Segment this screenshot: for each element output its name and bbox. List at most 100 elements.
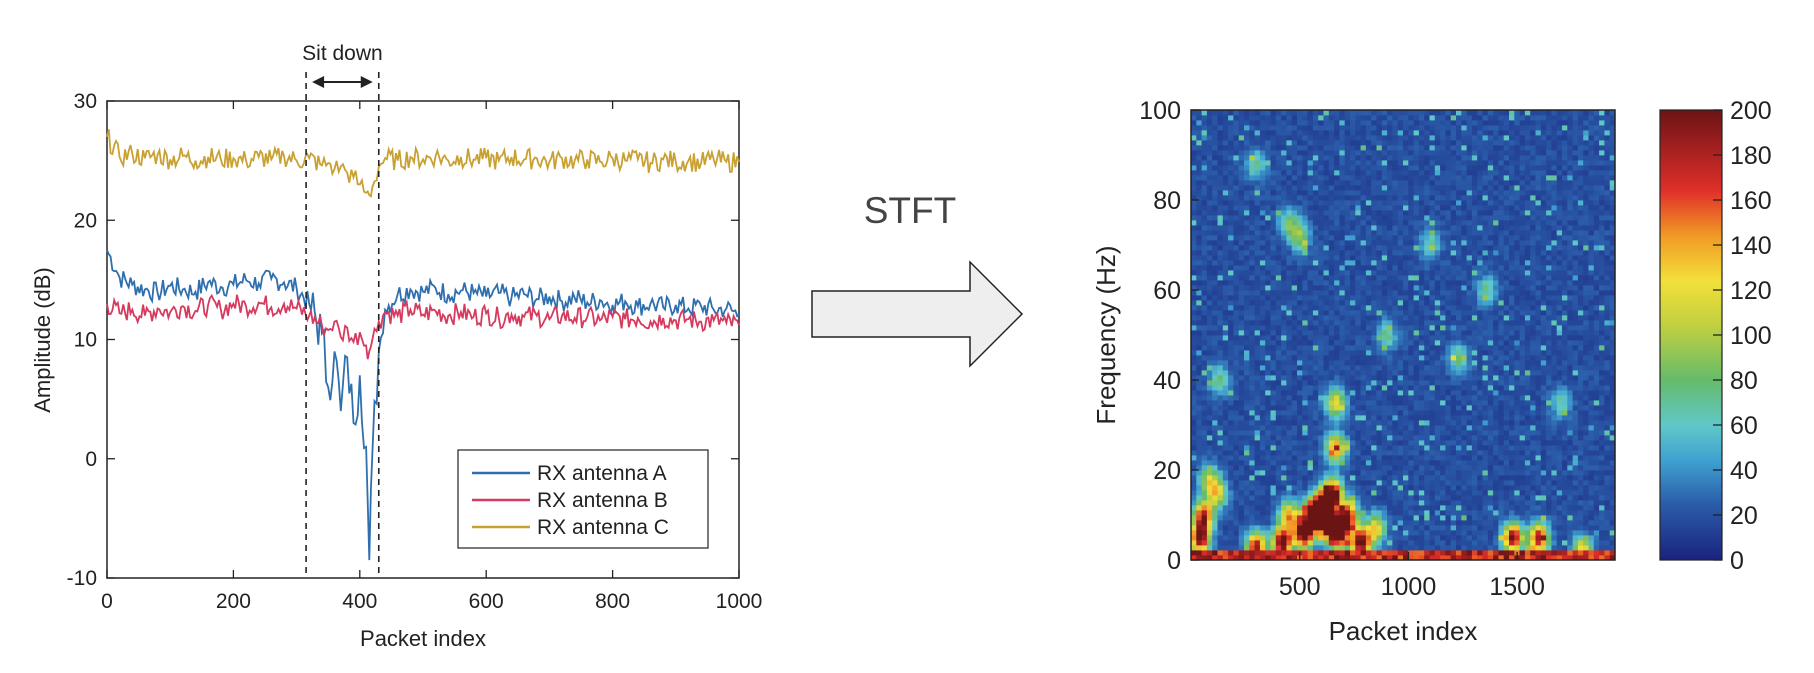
heatmap-cell: [1361, 365, 1367, 370]
heatmap-cell: [1451, 310, 1457, 315]
heatmap-cell: [1567, 360, 1573, 365]
heatmap-cell: [1599, 360, 1605, 365]
heatmap-cell: [1260, 410, 1266, 415]
heatmap-cell: [1202, 485, 1208, 490]
heatmap-cell: [1472, 405, 1478, 410]
heatmap-cell: [1445, 415, 1451, 420]
heatmap-cell: [1297, 390, 1303, 395]
heatmap-cell: [1435, 485, 1441, 490]
heatmap-cell: [1562, 455, 1568, 460]
heatmap-cell: [1520, 285, 1526, 290]
heatmap-cell: [1578, 525, 1584, 530]
heatmap-cell: [1604, 515, 1610, 520]
heatmap-cell: [1541, 295, 1547, 300]
heatmap-cell: [1308, 335, 1314, 340]
heatmap-cell: [1483, 370, 1489, 375]
heatmap-cell: [1355, 445, 1361, 450]
heatmap-cell: [1334, 540, 1340, 545]
heatmap-cell: [1324, 295, 1330, 300]
heatmap-cell: [1440, 465, 1446, 470]
heatmap-cell: [1398, 395, 1404, 400]
heatmap-cell: [1483, 520, 1489, 525]
heatmap-cell: [1382, 425, 1388, 430]
heatmap-cell: [1308, 415, 1314, 420]
heatmap-cell: [1493, 495, 1499, 500]
heatmap-cell: [1445, 420, 1451, 425]
heatmap-cell: [1218, 490, 1224, 495]
heatmap-cell: [1249, 335, 1255, 340]
heatmap-cell: [1334, 360, 1340, 365]
heatmap-cell: [1493, 350, 1499, 355]
heatmap-cell: [1583, 285, 1589, 290]
heatmap-cell: [1387, 360, 1393, 365]
heatmap-cell: [1361, 470, 1367, 475]
heatmap-cell: [1408, 550, 1414, 555]
heatmap-cell: [1578, 430, 1584, 435]
heatmap-cell: [1414, 310, 1420, 315]
heatmap-cell: [1244, 450, 1250, 455]
heatmap-cell: [1271, 540, 1277, 545]
heatmap-cell: [1345, 335, 1351, 340]
heatmap-cell: [1567, 515, 1573, 520]
heatmap-cell: [1419, 450, 1425, 455]
heatmap-cell: [1398, 510, 1404, 515]
heatmap-cell: [1233, 520, 1239, 525]
heatmap-cell: [1594, 545, 1600, 550]
heatmap-cell: [1339, 470, 1345, 475]
heatmap-cell: [1445, 340, 1451, 345]
heatmap-cell: [1207, 515, 1213, 520]
heatmap-cell: [1387, 345, 1393, 350]
heatmap-cell: [1308, 385, 1314, 390]
heatmap-cell: [1223, 360, 1229, 365]
heatmap-cell: [1477, 455, 1483, 460]
heatmap-cell: [1514, 520, 1520, 525]
heatmap-cell: [1477, 450, 1483, 455]
heatmap-cell: [1281, 385, 1287, 390]
heatmap-cell: [1218, 325, 1224, 330]
heatmap-cell: [1461, 455, 1467, 460]
heatmap-cell: [1509, 535, 1515, 540]
heatmap-cell: [1271, 455, 1277, 460]
heatmap-cell: [1567, 260, 1573, 265]
heatmap-cell: [1467, 435, 1473, 440]
heatmap-cell: [1297, 320, 1303, 325]
heatmap-cell: [1525, 375, 1531, 380]
heatmap-cell: [1281, 495, 1287, 500]
heatmap-cell: [1599, 440, 1605, 445]
heatmap-cell: [1551, 300, 1557, 305]
heatmap-cell: [1445, 330, 1451, 335]
heatmap-cell: [1493, 380, 1499, 385]
heatmap-cell: [1207, 390, 1213, 395]
heatmap-cell: [1488, 510, 1494, 515]
heatmap-cell: [1419, 530, 1425, 535]
heatmap-cell: [1445, 310, 1451, 315]
heatmap-cell: [1477, 430, 1483, 435]
heatmap-cell: [1424, 540, 1430, 545]
heatmap-cell: [1419, 505, 1425, 510]
heatmap-cell: [1541, 390, 1547, 395]
heatmap-cell: [1567, 265, 1573, 270]
heatmap-cell: [1557, 330, 1563, 335]
heatmap-cell: [1387, 545, 1393, 550]
heatmap-cell: [1509, 510, 1515, 515]
heatmap-cell: [1302, 370, 1308, 375]
heatmap-cell: [1191, 515, 1197, 520]
heatmap-cell: [1419, 480, 1425, 485]
heatmap-cell: [1345, 475, 1351, 480]
heatmap-cell: [1318, 370, 1324, 375]
heatmap-cell: [1334, 510, 1340, 515]
heatmap-cell: [1392, 415, 1398, 420]
heatmap-cell: [1456, 405, 1462, 410]
heatmap-cell: [1414, 480, 1420, 485]
heatmap-cell: [1196, 300, 1202, 305]
heatmap-cell: [1594, 475, 1600, 480]
heatmap-cell: [1472, 345, 1478, 350]
heatmap-cell: [1520, 355, 1526, 360]
heatmap-cell: [1573, 255, 1579, 260]
heatmap-cell: [1567, 380, 1573, 385]
heatmap-cell: [1483, 380, 1489, 385]
heatmap-cell: [1223, 420, 1229, 425]
heatmap-cell: [1435, 365, 1441, 370]
heatmap-cell: [1308, 550, 1314, 555]
heatmap-cell: [1228, 550, 1234, 555]
